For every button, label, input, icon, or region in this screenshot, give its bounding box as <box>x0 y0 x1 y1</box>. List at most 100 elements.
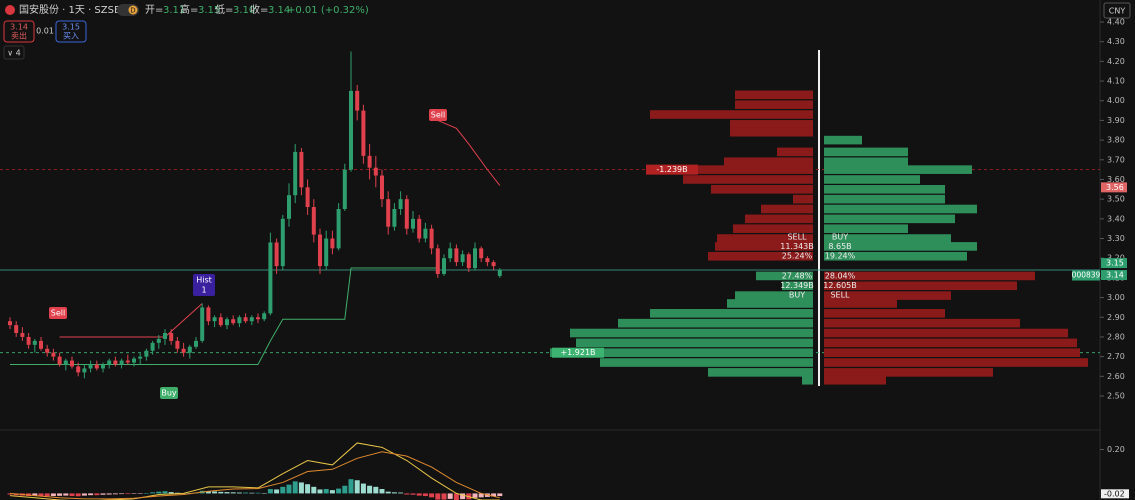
profile-right-bar <box>824 185 945 194</box>
profile-right-bar <box>824 358 1088 367</box>
candle-body <box>324 238 329 267</box>
candle-body <box>454 248 459 263</box>
candle-body <box>94 364 99 369</box>
macd-hist <box>317 489 323 494</box>
signal-marker <box>49 307 67 319</box>
profile-stat: 8.65B <box>828 242 851 251</box>
candle-body <box>466 254 471 269</box>
candle-body <box>386 199 391 227</box>
macd-hist <box>119 493 125 495</box>
macd-hist <box>218 491 224 494</box>
candle-body <box>423 228 428 239</box>
candle-body <box>57 356 62 365</box>
macd-hist <box>292 481 298 494</box>
macd-hist <box>373 486 379 494</box>
macd-hist <box>398 492 404 494</box>
macd-tag-label: -0.02 <box>1104 489 1125 498</box>
candle-body <box>479 248 484 259</box>
macd-hist <box>491 493 497 497</box>
profile-stat: 27.48% <box>782 272 813 281</box>
profile-stat: 12.349B <box>780 281 813 290</box>
macd-hist <box>75 493 81 497</box>
macd-hist <box>81 493 87 496</box>
level-badge <box>552 347 604 358</box>
y-tick-label: 4.40 <box>1107 18 1125 27</box>
macd-hist <box>274 489 280 494</box>
candle-body <box>293 151 298 196</box>
macd-tag <box>1101 489 1129 499</box>
buy-button[interactable] <box>55 20 87 43</box>
macd-hist <box>94 493 100 496</box>
candle-body <box>26 336 31 345</box>
indicators-toggle[interactable] <box>3 45 25 60</box>
macd-hist <box>236 492 242 494</box>
macd-hist <box>212 491 218 494</box>
macd-hist <box>143 492 149 494</box>
macd-hist <box>453 493 459 500</box>
macd-hist <box>367 485 373 494</box>
y-tick-label: 3.30 <box>1107 234 1125 243</box>
profile-right-bar <box>824 309 945 318</box>
buy-price: 3.15 <box>62 23 80 32</box>
macd-hist <box>354 480 360 494</box>
candle-body <box>181 348 186 353</box>
profile-right-bar <box>824 157 908 167</box>
candle-body <box>429 228 434 249</box>
macd-hist <box>286 484 292 494</box>
profile-right-bar <box>824 234 951 243</box>
macd-hist <box>329 490 335 494</box>
profile-left-bar <box>717 234 813 243</box>
price-tag-label: 3.56 <box>1106 183 1124 192</box>
profile-left-bar <box>735 90 813 100</box>
price-tag-label: 3.15 <box>1106 259 1124 268</box>
profile-left-bar <box>600 358 813 367</box>
y-tick-label: 3.00 <box>1107 293 1125 302</box>
macd-line <box>9 451 500 500</box>
profile-left-bar <box>745 214 813 224</box>
profile-left-bar <box>650 309 813 318</box>
profile-left-bar <box>735 291 813 300</box>
macd-tick-label: 0.20 <box>1107 445 1125 454</box>
macd-hist <box>255 492 261 494</box>
y-tick-label: 4.20 <box>1107 57 1125 66</box>
macd-hist <box>224 492 230 494</box>
high-value: 3.15 <box>198 5 220 16</box>
profile-left-bar <box>802 375 813 385</box>
symbol-name: 国安股份 · 1天 · SZSE <box>19 3 120 16</box>
macd-hist <box>422 493 428 497</box>
candle-body <box>163 333 167 339</box>
macd-hist <box>137 493 143 494</box>
candle-body <box>39 340 43 349</box>
candle-body <box>237 317 242 324</box>
profile-right-bar <box>824 368 993 377</box>
level-label: +1.921B <box>560 348 595 357</box>
candle-body <box>417 218 422 239</box>
currency-button[interactable] <box>1103 2 1131 19</box>
spread: 0.01 <box>36 27 54 36</box>
sell-button[interactable] <box>3 20 35 43</box>
signal-marker <box>160 387 178 399</box>
profile-left-bar <box>683 175 813 184</box>
candle-body <box>70 360 74 367</box>
macd-hist <box>447 493 453 499</box>
profile-stat: 25.24% <box>782 252 813 261</box>
profile-left-bar <box>650 110 813 119</box>
profile-left-bar <box>735 100 813 109</box>
candle-body <box>349 90 353 170</box>
interval-dot <box>128 5 138 15</box>
y-tick-label: 2.90 <box>1107 313 1125 322</box>
profile-left-bar <box>715 242 813 251</box>
candle-body <box>411 218 415 229</box>
macd-hist <box>435 493 441 500</box>
candle-body <box>392 209 397 227</box>
buy-text: 买入 <box>63 32 79 41</box>
macd-hist <box>497 493 503 497</box>
macd-hist <box>106 493 112 495</box>
macd-hist <box>7 493 13 495</box>
profile-right-bar <box>824 147 908 157</box>
candle-body <box>274 242 279 267</box>
level-label: -1.239B <box>656 165 687 174</box>
profile-left-bar <box>618 318 813 328</box>
profile-stat: BUY <box>789 291 805 300</box>
candle-body <box>361 110 366 156</box>
